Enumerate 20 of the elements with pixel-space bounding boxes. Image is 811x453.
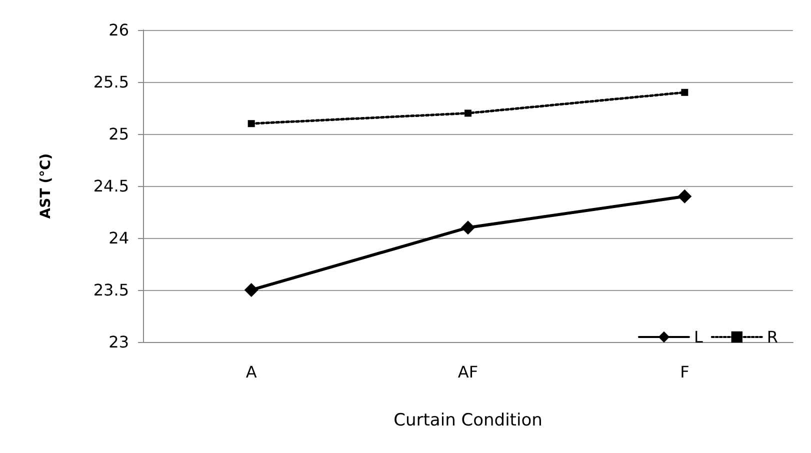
point bbox=[248, 120, 255, 128]
point bbox=[244, 283, 258, 297]
y-tick-label: 23 bbox=[108, 332, 129, 352]
y-tick-label: 25.5 bbox=[93, 72, 129, 92]
point bbox=[681, 88, 688, 96]
point bbox=[678, 189, 692, 204]
y-tick-label: 24.5 bbox=[93, 176, 129, 196]
y-axis-title: AST (°C) bbox=[38, 153, 54, 219]
y-tick-label: 23.5 bbox=[93, 280, 129, 300]
point bbox=[464, 110, 472, 117]
x-tick-label: AF bbox=[458, 362, 478, 382]
x-tick-label: A bbox=[246, 362, 257, 382]
x-tick-label: F bbox=[680, 362, 690, 382]
legend-label: L bbox=[694, 328, 703, 346]
y-tick-label: 25 bbox=[108, 124, 129, 144]
y-tick-label: 24 bbox=[108, 228, 129, 248]
y-tick-label: 26 bbox=[108, 20, 129, 40]
legend-label: R bbox=[766, 328, 778, 346]
point bbox=[461, 220, 475, 235]
x-axis-title: Curtain Condition bbox=[394, 410, 542, 430]
